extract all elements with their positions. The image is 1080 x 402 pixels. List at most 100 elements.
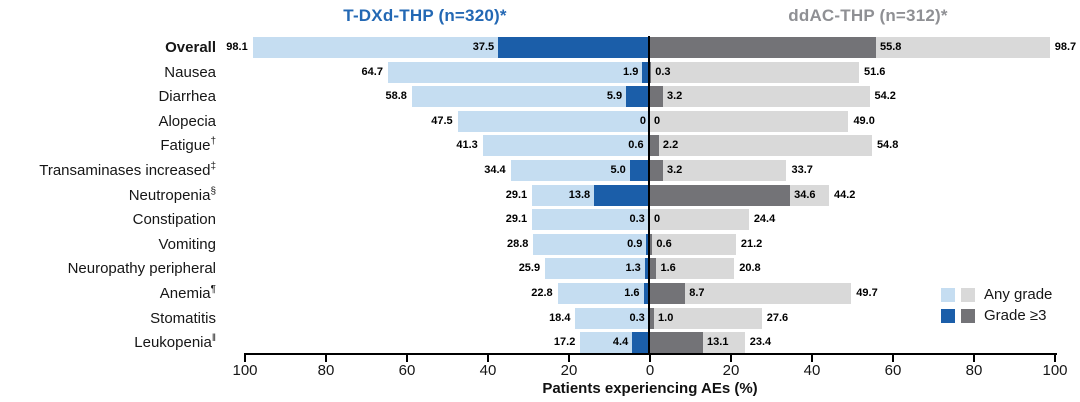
legend-any-grade-row: Any grade: [941, 286, 1053, 303]
value-ddac-grade3: 0.3: [655, 66, 671, 78]
right-group-title: ddAC-THP (n=312)*: [788, 6, 948, 25]
x-axis-tick-label: 40: [479, 362, 497, 379]
bar-ddac-grade3: [650, 62, 652, 83]
bar-tdxd-any-grade: [387, 62, 650, 83]
x-axis-tick: [649, 353, 651, 362]
x-axis-tick-label: 40: [803, 362, 821, 379]
value-ddac-grade3: 13.1: [707, 336, 729, 348]
x-axis-tick-label: 80: [965, 362, 983, 379]
value-ddac-grade3: 0: [654, 115, 661, 127]
bar-tdxd-grade3: [626, 86, 650, 107]
value-ddac-any-grade: 49.7: [856, 287, 878, 299]
category-label: Neuropathy peripheral: [67, 260, 216, 277]
value-tdxd-any-grade: 28.8: [506, 238, 529, 250]
value-ddac-any-grade: 54.8: [876, 139, 899, 151]
category-label: Nausea: [164, 64, 216, 81]
value-ddac-grade3: 3.2: [666, 164, 683, 176]
value-tdxd-grade3: 5.9: [606, 90, 623, 102]
value-ddac-grade3: 3.2: [666, 90, 683, 102]
category-label: Diarrhea: [158, 88, 216, 105]
tdxd-grade3-swatch: [941, 308, 955, 323]
bar-ddac-grade3: [650, 332, 704, 353]
x-axis-tick: [568, 353, 570, 362]
value-ddac-grade3: 1.0: [658, 312, 674, 324]
value-ddac-any-grade: 23.4: [749, 336, 772, 348]
legend-any-grade-label: Any grade: [984, 286, 1053, 303]
bar-ddac-grade3: [650, 258, 657, 279]
bar-ddac-any-grade: [650, 62, 859, 83]
value-tdxd-grade3: 1.9: [623, 66, 639, 78]
bar-ddac-grade3: [650, 283, 686, 304]
legend-grade3-label: Grade ≥3: [984, 307, 1047, 324]
x-axis-tick: [244, 353, 246, 362]
bar-ddac-any-grade: [650, 308, 762, 329]
x-axis-tick-label: 20: [722, 362, 740, 379]
category-label: Stomatitis: [150, 310, 216, 327]
x-axis-tick: [811, 353, 813, 362]
bar-ddac-any-grade: [650, 160, 787, 181]
bar-ddac-grade3: [650, 160, 663, 181]
bar-tdxd-any-grade: [557, 283, 650, 304]
category-label: Leukopenia‖: [134, 333, 216, 352]
value-ddac-any-grade: 27.6: [766, 312, 789, 324]
center-zero-line: [648, 36, 650, 355]
x-axis-tick: [325, 353, 327, 362]
value-tdxd-grade3: 1.6: [624, 287, 640, 299]
bar-ddac-grade3: [650, 234, 653, 255]
category-label: Overall: [165, 39, 216, 56]
value-tdxd-any-grade: 98.1: [226, 41, 248, 53]
value-tdxd-any-grade: 41.3: [456, 139, 478, 151]
bar-tdxd-grade3: [632, 332, 650, 353]
x-axis-tick-label: 100: [1042, 362, 1068, 379]
value-ddac-grade3: 0: [654, 213, 661, 225]
x-axis-tick: [487, 353, 489, 362]
value-tdxd-any-grade: 22.8: [531, 287, 553, 299]
category-superscript: §: [210, 186, 216, 197]
category-label: Neutropenia§: [128, 186, 216, 205]
bar-ddac-grade3: [650, 86, 663, 107]
value-ddac-any-grade: 21.2: [740, 238, 763, 250]
bar-tdxd-grade3: [643, 283, 650, 304]
bar-ddac-grade3: [650, 135, 659, 156]
bar-tdxd-any-grade: [575, 308, 650, 329]
value-ddac-grade3: 0.6: [656, 238, 672, 250]
value-ddac-grade3: 55.8: [879, 41, 902, 53]
value-tdxd-grade3: 13.8: [568, 189, 591, 201]
category-superscript: ‖: [211, 333, 216, 344]
bar-ddac-any-grade: [650, 86, 870, 107]
value-tdxd-any-grade: 17.2: [553, 336, 576, 348]
bar-ddac-any-grade: [650, 111, 849, 132]
bar-ddac-grade3: [650, 185, 791, 206]
bar-tdxd-any-grade: [457, 111, 650, 132]
bar-tdxd-grade3: [644, 258, 650, 279]
category-superscript: †: [210, 136, 216, 147]
ddac-grade3-swatch: [961, 308, 975, 323]
value-ddac-grade3: 34.6: [794, 189, 816, 201]
bar-tdxd-any-grade: [532, 209, 650, 230]
value-tdxd-grade3: 37.5: [472, 41, 495, 53]
category-superscript: ¶: [210, 284, 216, 295]
value-ddac-any-grade: 54.2: [874, 90, 896, 102]
value-ddac-any-grade: 98.7: [1054, 41, 1077, 53]
value-tdxd-any-grade: 29.1: [505, 189, 528, 201]
category-label: Constipation: [132, 211, 216, 228]
x-axis-tick: [973, 353, 975, 362]
bar-ddac-grade3: [650, 37, 876, 58]
value-tdxd-grade3: 0.9: [627, 238, 643, 250]
category-label: Alopecia: [158, 113, 216, 130]
bar-tdxd-grade3: [629, 160, 650, 181]
x-axis-tick-label: 0: [645, 362, 655, 379]
value-tdxd-any-grade: 58.8: [385, 90, 407, 102]
x-axis-title: Patients experiencing AEs (%): [542, 380, 758, 397]
bar-tdxd-grade3: [594, 185, 650, 206]
bar-ddac-any-grade: [650, 209, 749, 230]
bar-ddac-any-grade: [650, 258, 735, 279]
value-ddac-grade3: 2.2: [662, 139, 679, 151]
x-axis-tick: [1054, 353, 1056, 362]
value-tdxd-any-grade: 47.5: [431, 115, 453, 127]
x-axis-tick-label: 80: [317, 362, 335, 379]
bar-tdxd-any-grade: [533, 234, 650, 255]
legend: Any grade Grade ≥3: [941, 286, 1053, 329]
x-axis-tick-label: 60: [398, 362, 416, 379]
bar-ddac-grade3: [650, 308, 655, 329]
